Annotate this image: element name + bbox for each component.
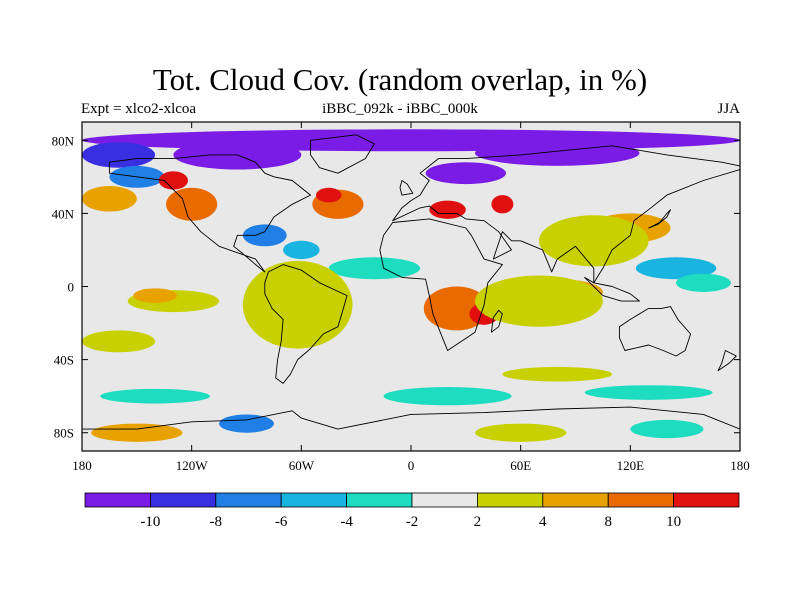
anomaly-region-southpac-yellow [82,330,156,353]
colorbar-label: -6 [275,514,288,530]
colorbar-swatch [346,492,413,508]
anomaly-region-arctic-band [82,129,740,152]
anomaly-region-north-pacific-bluish [82,142,156,168]
x-tick-label: 0 [408,458,415,473]
anomaly-region-southern-yellow [502,366,613,382]
coastline-uk [399,180,414,196]
x-tick-label: 180 [730,458,750,473]
y-tick-label: 0 [68,280,75,295]
y-tick-label: 40S [54,353,74,368]
map-axes: 180 120W 60W 0 60E 120E 180 80N 40N 0 40S 80S [52,122,750,473]
anomaly-region-westpac-cyan [676,273,731,292]
colorbar-label: -10 [140,514,160,530]
colorbar-swatch [607,492,675,508]
colorbar-label: -8 [210,514,223,530]
difference-label: iBBC_092k - iBBC_000k [322,101,478,117]
colorbar-label: 10 [666,514,681,530]
anomaly-region-antarctic-cyan [630,419,704,439]
coastline-south-america [264,264,348,384]
anomaly-region-asia-yellow [538,215,649,267]
anomaly-region-antarctic-green [474,423,567,442]
colorbar-swatch [149,492,217,508]
experiment-label: Expt = xlco2-xlcoa [81,101,197,117]
x-tick-label: 120E [617,458,645,473]
anomaly-region-gulf-blue [242,224,287,247]
anomaly-region-eastpac-orange [133,288,178,303]
season-label: JJA [717,101,740,117]
y-tick-label: 80N [52,133,75,148]
anomaly-region-eurasia-purple [425,162,507,185]
x-tick-label: 60E [510,458,531,473]
coastline-madagascar [490,309,503,333]
anomaly-region-southamerica-yellow [242,260,353,349]
coastline-new-zealand [717,350,737,372]
anomaly-region-tropatl-green [328,257,421,280]
anomaly-region-northpac-orange [82,185,137,212]
colorbar-swatch [542,492,609,508]
anomaly-region-southern-cyan3 [584,385,713,400]
y-tick-label: 80S [54,426,74,441]
anomaly-region-southern-cyan2 [383,387,512,406]
colorbar-swatch [411,492,478,508]
colorbar-swatch [84,492,151,508]
colorbar-label: -4 [340,514,353,530]
anomaly-region-westpac-blue [635,257,717,280]
anomaly-region-mideast-red [491,195,514,214]
coastline-north-america [108,154,311,273]
coastline-japan [648,209,671,229]
colorbar-label: -2 [406,514,419,530]
x-tick-label: 180 [72,458,92,473]
x-tick-label: 60W [289,458,315,473]
coastline-eurasia [392,145,740,284]
colorbar-swatch [476,492,544,508]
anomaly-region-siberia-arctic [474,140,640,166]
y-tick-label: 40N [52,206,75,221]
colorbar-swatch [215,492,282,508]
map-area [82,122,740,451]
colorbar-swatch [280,492,348,508]
colorbar-label: 4 [539,514,547,530]
anomaly-region-caribbean-blue [283,240,320,260]
anomaly-region-alaska-red [158,171,189,190]
coastline-antarctica [82,406,740,451]
coastline-africa [379,218,503,351]
colorbar: -10 -8 -6 -4 -2 2 4 8 10 [84,492,740,530]
anomaly-region-atlantic-red [315,187,342,203]
anomaly-region-antarctic-orange [91,423,183,442]
coastline-indonesia [584,276,640,302]
anomaly-region-southern-cyan1 [100,388,210,404]
colorbar-label: 8 [604,514,612,530]
plot-title: Tot. Cloud Cov. (random overlap, in %) [152,62,648,97]
coastline-australia [618,306,692,357]
anomaly-region-europe-red [429,200,466,219]
anomaly-region-northpac-orange2 [166,187,218,221]
colorbar-swatch [673,492,740,508]
coastline-greenland [310,134,375,174]
x-tick-label: 120W [176,458,209,473]
anomaly-region-antarctic-blue [219,414,274,433]
anomaly-region-indianocean-yellow [474,275,603,327]
colorbar-label: 2 [474,514,482,530]
